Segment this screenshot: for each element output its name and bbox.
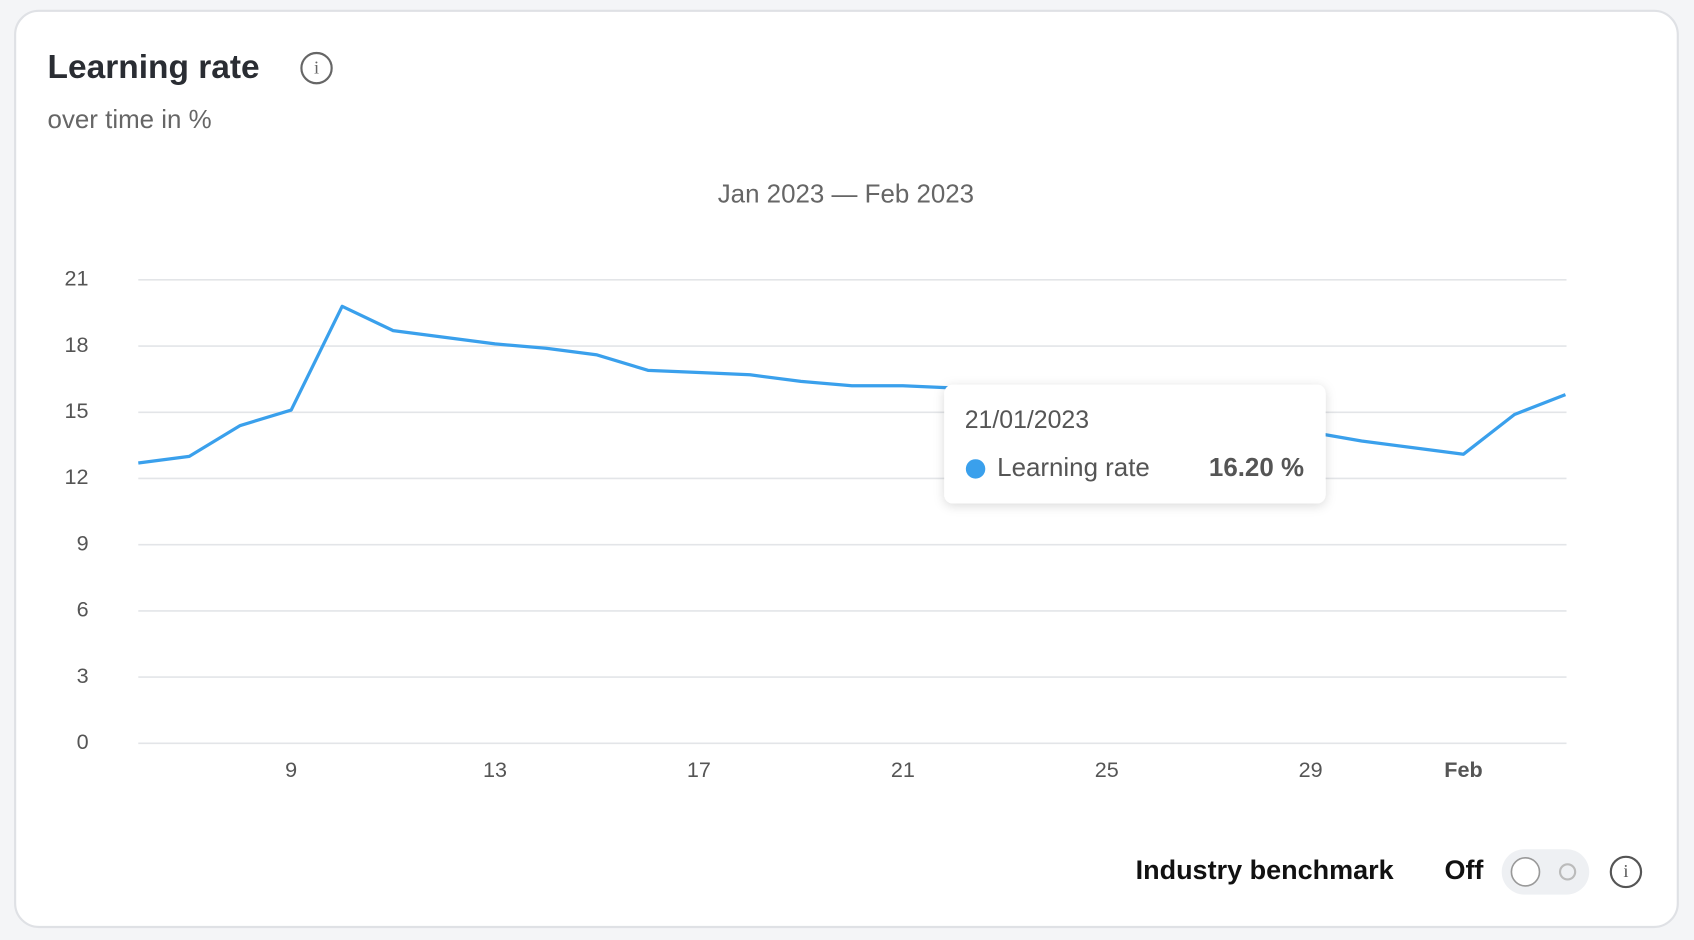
y-tick-label: 3 <box>77 663 89 688</box>
tooltip-series: Learning rate <box>997 454 1150 482</box>
tooltip-value: 16.20 % <box>1209 454 1304 482</box>
x-tick-label: 29 <box>1299 757 1323 782</box>
tooltip-marker <box>965 459 986 479</box>
x-tick-label: 25 <box>1095 757 1119 782</box>
benchmark-label: Industry benchmark <box>1136 855 1395 885</box>
chart-title: Jan 2023 — Feb 2023 <box>718 180 974 208</box>
y-tick-label: 6 <box>77 597 89 622</box>
y-tick-label: 9 <box>77 530 89 555</box>
line-series <box>138 304 1567 465</box>
x-tick-label: 21 <box>891 757 915 782</box>
benchmark-toggle[interactable] <box>1501 849 1590 895</box>
x-tick-label: 17 <box>687 757 711 782</box>
tooltip <box>944 384 1326 504</box>
info-icon[interactable]: i <box>1609 855 1643 889</box>
tooltip-date: 21/01/2023 <box>965 407 1089 434</box>
y-tick-label: 18 <box>65 332 89 357</box>
info-icon[interactable]: i <box>300 51 333 85</box>
card-title: Learning rate <box>48 49 260 86</box>
svg-text:i: i <box>314 57 319 77</box>
y-tick-label: 15 <box>65 398 89 423</box>
svg-text:i: i <box>1623 861 1628 881</box>
card <box>14 9 1679 929</box>
x-tick-label: 13 <box>483 757 507 782</box>
y-tick-label: 0 <box>77 729 89 754</box>
benchmark-state: Off <box>1444 855 1484 885</box>
card-subtitle: over time in % <box>48 106 212 134</box>
y-tick-label: 21 <box>65 266 89 291</box>
x-tick-label: Feb <box>1444 757 1482 782</box>
x-tick-label: 9 <box>285 757 297 782</box>
y-tick-label: 12 <box>65 464 89 489</box>
